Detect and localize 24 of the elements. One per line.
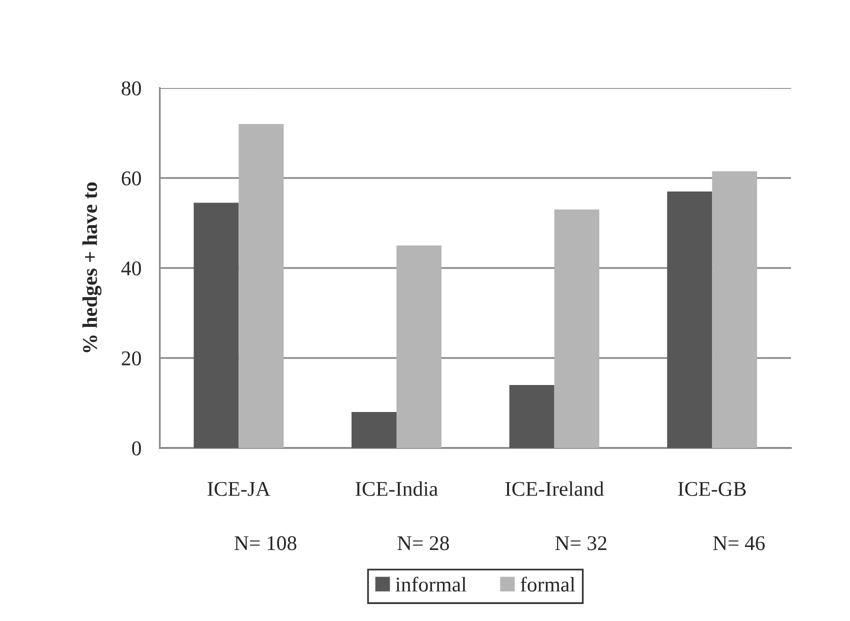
- bar: [554, 209, 600, 448]
- y-tick-label: 0: [132, 441, 141, 456]
- text: N= 108: [234, 536, 296, 550]
- bar: [712, 171, 758, 448]
- y-tick-label: 40: [121, 261, 141, 276]
- y-tick-label: 80: [122, 81, 141, 96]
- bar: [667, 191, 712, 448]
- text: N= 28: [398, 536, 449, 550]
- bar: [194, 202, 239, 448]
- y-tick-label: 60: [122, 171, 141, 186]
- y-tick-label: 20: [122, 351, 141, 366]
- bar: [352, 412, 397, 448]
- x-tick-label: ICE-JA: [208, 482, 270, 496]
- bar: [238, 124, 284, 448]
- x-tick-label: ICE-India: [356, 481, 438, 496]
- bar: [396, 245, 442, 448]
- legend-label: formal: [520, 576, 576, 592]
- bar: [509, 384, 554, 448]
- x-tick-label: ICE-GB: [678, 482, 746, 496]
- x-tick-label: ICE-Ireland: [505, 481, 604, 496]
- text: N= 32: [555, 536, 606, 550]
- legend-label: informal: [396, 576, 466, 592]
- text: N= 46: [713, 536, 765, 550]
- y-axis-title: % hedges + have to: [82, 182, 102, 352]
